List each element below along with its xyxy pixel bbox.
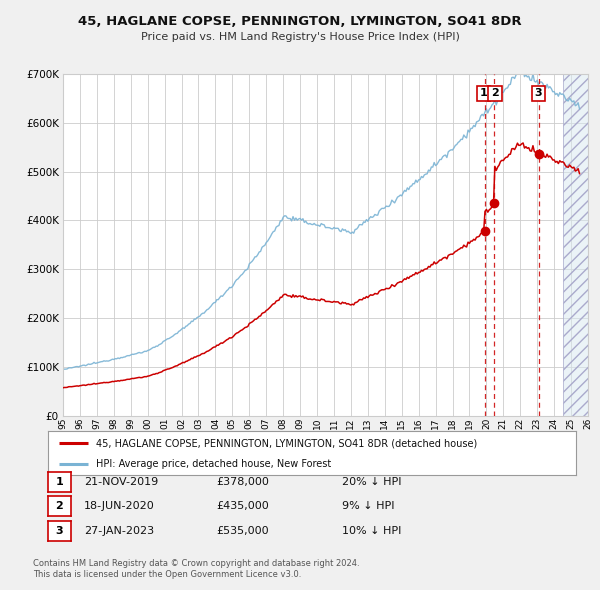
Text: £435,000: £435,000 (216, 502, 269, 511)
Bar (563, 74, 588, 416)
Text: 3: 3 (535, 88, 542, 99)
Text: 27-JAN-2023: 27-JAN-2023 (84, 526, 154, 536)
Text: This data is licensed under the Open Government Licence v3.0.: This data is licensed under the Open Gov… (33, 571, 301, 579)
Text: Price paid vs. HM Land Registry's House Price Index (HPI): Price paid vs. HM Land Registry's House … (140, 32, 460, 42)
Text: 9% ↓ HPI: 9% ↓ HPI (342, 502, 395, 511)
Text: 1: 1 (56, 477, 63, 487)
Text: £535,000: £535,000 (216, 526, 269, 536)
Text: £378,000: £378,000 (216, 477, 269, 487)
Text: 1: 1 (480, 88, 488, 99)
Bar (563, 74, 588, 416)
Text: 2: 2 (491, 88, 499, 99)
Text: 21-NOV-2019: 21-NOV-2019 (84, 477, 158, 487)
Text: Contains HM Land Registry data © Crown copyright and database right 2024.: Contains HM Land Registry data © Crown c… (33, 559, 359, 568)
Text: 10% ↓ HPI: 10% ↓ HPI (342, 526, 401, 536)
Text: 2: 2 (56, 502, 63, 511)
Text: 20% ↓ HPI: 20% ↓ HPI (342, 477, 401, 487)
Text: 45, HAGLANE COPSE, PENNINGTON, LYMINGTON, SO41 8DR (detached house): 45, HAGLANE COPSE, PENNINGTON, LYMINGTON… (95, 438, 477, 448)
Text: 18-JUN-2020: 18-JUN-2020 (84, 502, 155, 511)
Text: 3: 3 (56, 526, 63, 536)
Text: HPI: Average price, detached house, New Forest: HPI: Average price, detached house, New … (95, 459, 331, 469)
Text: 45, HAGLANE COPSE, PENNINGTON, LYMINGTON, SO41 8DR: 45, HAGLANE COPSE, PENNINGTON, LYMINGTON… (78, 15, 522, 28)
